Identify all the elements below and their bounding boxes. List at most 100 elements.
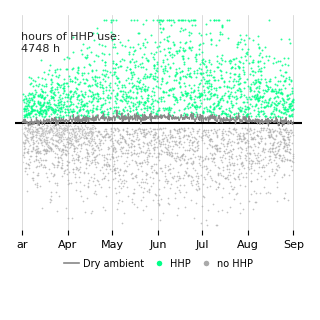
Text: hours of HHP use:
4748 h: hours of HHP use: 4748 h	[21, 32, 120, 54]
Point	[77, 136, 82, 141]
Point	[266, 78, 271, 84]
Point	[30, 77, 36, 82]
Point	[65, 127, 70, 132]
Point	[168, 185, 173, 190]
Point	[181, 106, 187, 111]
Point	[159, 133, 164, 138]
Point	[261, 105, 267, 110]
Point	[85, 113, 90, 118]
Point	[194, 136, 199, 141]
Point	[199, 159, 204, 164]
Point	[249, 103, 254, 108]
Point	[28, 105, 33, 110]
Point	[169, 150, 174, 155]
Point	[221, 130, 226, 135]
Point	[207, 104, 212, 109]
Point	[167, 149, 172, 155]
Point	[172, 190, 177, 195]
Point	[156, 187, 162, 192]
Point	[67, 169, 72, 174]
Point	[166, 50, 171, 55]
Point	[188, 92, 193, 97]
Point	[203, 64, 208, 69]
Point	[129, 145, 134, 150]
Point	[207, 183, 212, 188]
Point	[168, 133, 173, 139]
Point	[284, 108, 289, 113]
Point	[89, 124, 94, 130]
Point	[90, 130, 95, 135]
Point	[242, 135, 247, 140]
Point	[268, 140, 273, 145]
Point	[91, 126, 96, 131]
Point	[89, 150, 94, 155]
Point	[35, 147, 40, 152]
Point	[210, 152, 215, 157]
Point	[84, 161, 89, 166]
Point	[225, 99, 230, 104]
Point	[140, 140, 145, 145]
Point	[208, 41, 213, 46]
Point	[61, 114, 66, 119]
Point	[169, 153, 174, 158]
Point	[143, 36, 148, 42]
Point	[201, 140, 206, 145]
Point	[241, 38, 246, 43]
Point	[44, 100, 50, 105]
Point	[29, 106, 35, 111]
Point	[180, 53, 185, 58]
Point	[51, 107, 56, 112]
Point	[276, 100, 282, 106]
Point	[164, 80, 169, 85]
Point	[28, 136, 34, 141]
Point	[242, 92, 247, 98]
Point	[48, 189, 53, 195]
Point	[140, 161, 145, 166]
Point	[39, 205, 44, 210]
Point	[180, 152, 186, 157]
Point	[196, 42, 201, 47]
Point	[75, 158, 80, 163]
Point	[206, 89, 211, 94]
Point	[27, 124, 32, 130]
Point	[94, 154, 99, 159]
Point	[124, 140, 129, 145]
Point	[150, 132, 156, 137]
Point	[24, 128, 29, 133]
Point	[42, 100, 47, 105]
Point	[215, 147, 220, 152]
Point	[111, 132, 116, 137]
Point	[182, 41, 188, 46]
Point	[104, 131, 109, 136]
Point	[289, 111, 294, 116]
Point	[255, 95, 260, 100]
Point	[102, 137, 107, 142]
Point	[43, 135, 48, 140]
Point	[108, 126, 114, 131]
Point	[161, 89, 166, 94]
Point	[275, 143, 280, 148]
Point	[142, 135, 148, 140]
Point	[190, 141, 195, 146]
Point	[258, 73, 263, 78]
Point	[65, 107, 70, 112]
Point	[233, 72, 238, 77]
Point	[276, 143, 282, 148]
Point	[235, 134, 240, 139]
Point	[257, 45, 262, 50]
Point	[54, 131, 59, 136]
Point	[66, 130, 71, 135]
Point	[79, 142, 84, 147]
Point	[287, 150, 292, 156]
Point	[130, 44, 135, 50]
Point	[144, 131, 149, 136]
Point	[58, 105, 63, 110]
Point	[59, 138, 64, 143]
Point	[104, 131, 109, 136]
Point	[115, 50, 120, 55]
Point	[197, 94, 202, 99]
Point	[50, 130, 55, 135]
Point	[251, 137, 256, 142]
Point	[271, 114, 276, 119]
Point	[140, 150, 146, 155]
